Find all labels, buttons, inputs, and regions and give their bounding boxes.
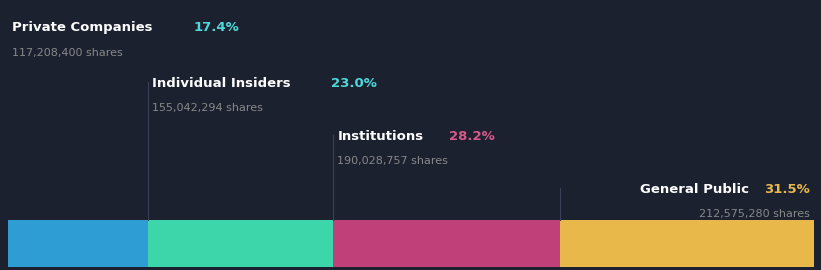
Text: Individual Insiders: Individual Insiders xyxy=(152,77,291,90)
Text: Institutions: Institutions xyxy=(337,130,424,143)
Bar xyxy=(149,220,333,267)
Text: 17.4%: 17.4% xyxy=(193,21,239,34)
Bar xyxy=(560,220,814,267)
Text: 31.5%: 31.5% xyxy=(764,183,810,196)
Text: 23.0%: 23.0% xyxy=(331,77,377,90)
Text: 212,575,280 shares: 212,575,280 shares xyxy=(699,209,810,219)
Text: 28.2%: 28.2% xyxy=(449,130,495,143)
Text: General Public: General Public xyxy=(640,183,749,196)
Text: 117,208,400 shares: 117,208,400 shares xyxy=(12,48,123,58)
Bar xyxy=(8,220,149,267)
Text: Private Companies: Private Companies xyxy=(12,21,153,34)
Text: 155,042,294 shares: 155,042,294 shares xyxy=(152,103,263,113)
Text: 190,028,757 shares: 190,028,757 shares xyxy=(337,156,448,166)
Bar xyxy=(333,220,560,267)
